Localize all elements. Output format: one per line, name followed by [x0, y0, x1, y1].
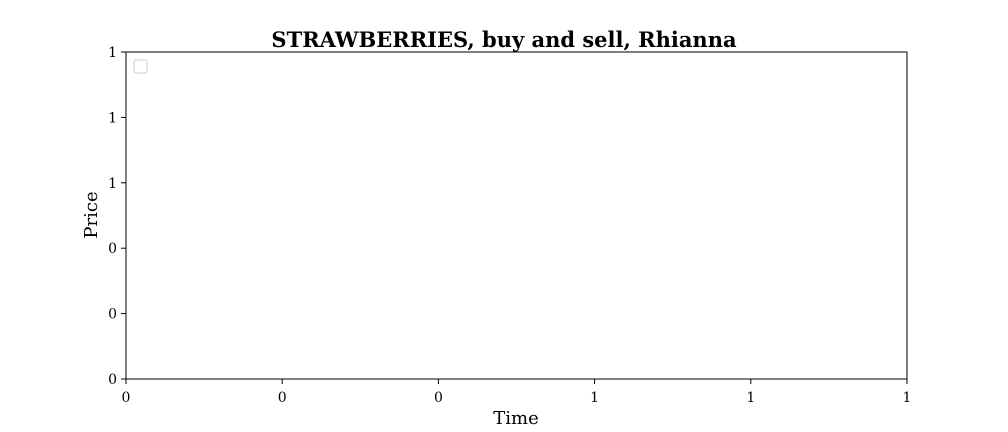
y-tick-label: 0 — [108, 307, 117, 323]
x-tick-label: 0 — [278, 390, 287, 406]
x-tick-label: 0 — [122, 390, 131, 406]
y-tick-label: 0 — [108, 372, 117, 388]
y-tick-label: 1 — [108, 176, 117, 192]
plot-area-frame — [125, 51, 908, 380]
x-tick-label: 1 — [746, 390, 755, 406]
chart-title: STRAWBERRIES, buy and sell, Rhianna — [271, 27, 737, 52]
x-tick-label: 1 — [903, 390, 912, 406]
x-axis-label: Time — [493, 408, 538, 429]
y-tick-label: 1 — [108, 110, 117, 126]
y-tick-label: 0 — [108, 241, 117, 257]
y-axis-ticks: 0 0 0 1 1 1 — [108, 45, 126, 388]
y-axis-label: Price — [81, 191, 102, 238]
y-tick-label: 1 — [108, 45, 117, 61]
x-tick-label: 0 — [434, 390, 443, 406]
legend-box — [133, 59, 148, 74]
x-tick-label: 1 — [590, 390, 599, 406]
x-axis-ticks: 0 0 0 1 1 1 — [122, 379, 912, 406]
